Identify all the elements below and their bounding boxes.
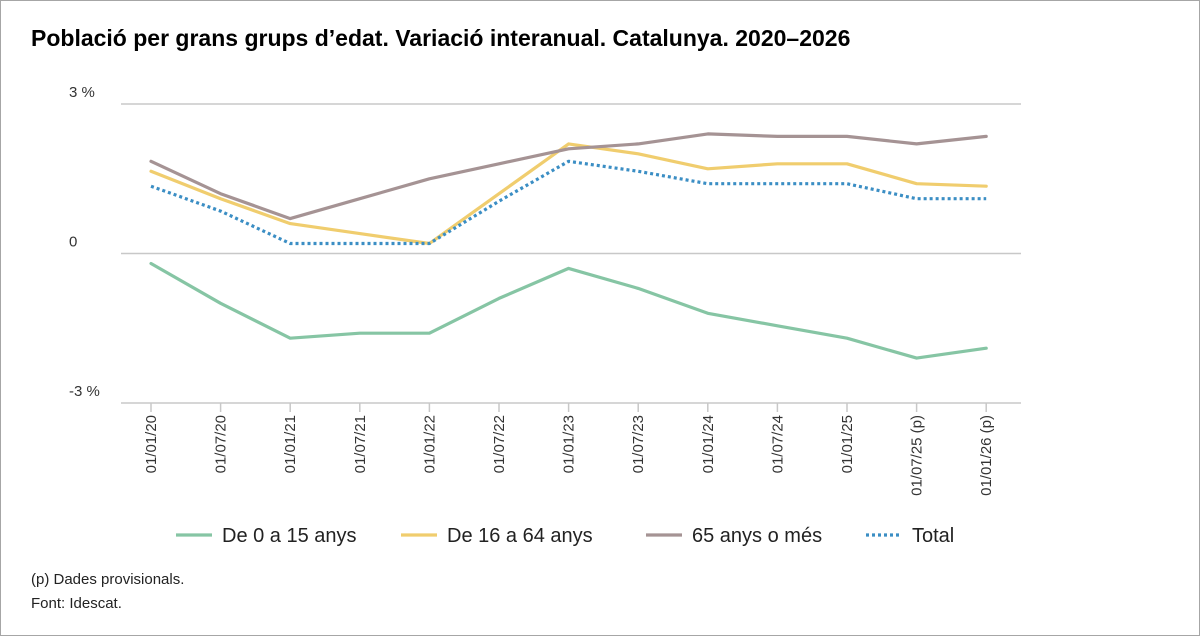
series-line-2 [149,142,988,246]
x-tick-label: 01/01/25 [839,415,856,473]
x-tick-label: 01/01/26 (p) [978,415,995,496]
source-note: Font: Idescat. [31,595,122,612]
x-tick-label: 01/07/23 [630,415,647,473]
y-tick-label: -3 % [69,383,100,400]
x-tick-label: 01/01/22 [421,415,438,473]
series-line-4 [150,159,987,246]
y-tick-label: 3 % [69,84,95,101]
y-tick-label: 0 [69,234,77,251]
legend-label-2: De 16 a 64 anys [447,525,593,547]
x-tick-label: 01/07/21 [352,415,369,473]
x-tick-label: 01/07/24 [769,415,786,473]
x-tick-label: 01/01/23 [561,415,578,473]
x-tick-label: 01/07/20 [213,415,230,473]
x-tick-label: 01/01/20 [143,415,160,473]
provisional-note: (p) Dades provisionals. [31,571,185,588]
chart-title: Població per grans grups d’edat. Variaci… [31,25,851,51]
legend-label-1: De 0 a 15 anys [222,525,357,547]
x-tick-label: 01/07/25 (p) [909,415,926,496]
series-line-3 [149,132,988,221]
legend-label-4: Total [912,525,954,547]
x-tick-label: 01/07/22 [491,415,508,473]
x-tick-label: 01/01/24 [700,415,717,473]
x-tick-label: 01/01/21 [282,415,299,473]
legend-label-3: 65 anys o més [692,525,822,547]
series-line-1 [149,261,988,360]
